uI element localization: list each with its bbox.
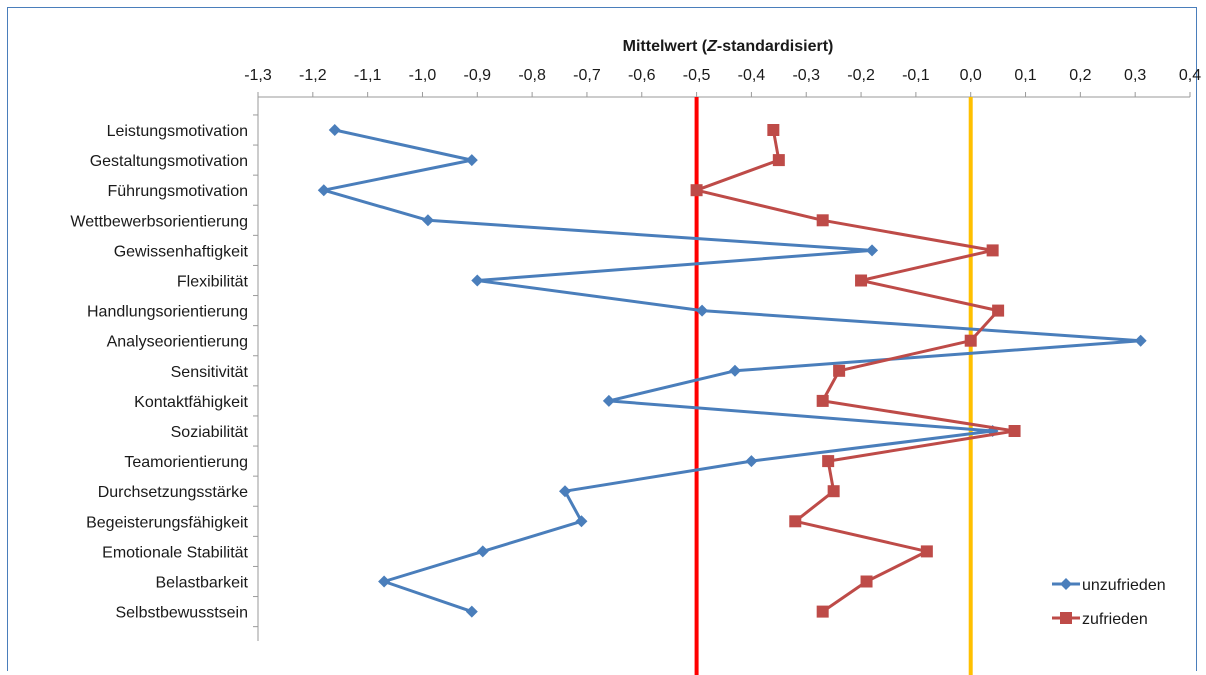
- data-point: [986, 244, 999, 257]
- data-point: [421, 214, 434, 227]
- x-axis-title-part: -standardisiert): [717, 38, 833, 55]
- x-axis-title: Mittelwert (Z-standardisiert): [623, 38, 834, 55]
- x-tick-label: -0,8: [518, 67, 546, 84]
- data-point: [920, 545, 933, 558]
- x-tick-label: 0,1: [1014, 67, 1036, 84]
- x-tick-label: 0,2: [1069, 67, 1091, 84]
- axis-layer: Mittelwert (Z-standardisiert) -1,3 -1,2 -1,…: [70, 38, 1201, 641]
- y-category-label: Führungsmotivation: [107, 183, 248, 200]
- data-point: [816, 605, 829, 618]
- data-point: [816, 214, 829, 227]
- x-tick-label: -0,1: [902, 67, 930, 84]
- y-category-label: Sensitivität: [171, 364, 249, 381]
- y-category-label: Soziabilität: [171, 424, 249, 441]
- series-zufrieden: [690, 124, 1021, 618]
- legend-label-unzufrieden: unzufrieden: [1082, 577, 1166, 594]
- x-tick-label: 0,4: [1179, 67, 1201, 84]
- data-point: [471, 274, 484, 287]
- legend-marker-zufrieden: [1060, 612, 1072, 624]
- data-point: [1008, 425, 1021, 437]
- y-category-label: Selbstbewusstsein: [115, 605, 248, 622]
- y-category-label: Handlungsorientierung: [87, 304, 248, 321]
- data-point: [378, 575, 391, 588]
- series-unzufrieden: [317, 124, 1147, 618]
- x-tick-label: -1,1: [354, 67, 382, 84]
- y-category-label: Gewissenhaftigkeit: [114, 243, 249, 260]
- legend: unzufrieden zufrieden: [1052, 577, 1166, 628]
- data-point: [860, 575, 873, 588]
- data-point: [992, 304, 1005, 317]
- y-category-label: Kontaktfähigkeit: [134, 394, 248, 411]
- series-layer: [317, 124, 1147, 618]
- data-point: [745, 455, 758, 468]
- data-point: [328, 124, 341, 136]
- data-point: [690, 184, 703, 197]
- legend-label-zufrieden: zufrieden: [1082, 611, 1148, 628]
- data-point: [728, 364, 741, 377]
- data-point: [1134, 334, 1147, 347]
- data-point: [822, 455, 835, 468]
- x-tick-label: -0,3: [792, 67, 820, 84]
- y-category-label: Gestaltungsmotivation: [90, 153, 248, 170]
- x-axis-title-part: Z: [706, 38, 718, 55]
- x-tick-label: 0,0: [960, 67, 982, 84]
- reference-lines: [694, 97, 973, 675]
- data-point: [602, 394, 615, 407]
- x-tick-label: -1,3: [244, 67, 272, 84]
- y-category-label: Leistungsmotivation: [107, 123, 248, 140]
- y-category-label: Durchsetzungsstärke: [98, 484, 248, 501]
- data-point: [772, 154, 785, 167]
- y-category-label: Belastbarkeit: [156, 575, 249, 592]
- data-point: [317, 184, 330, 197]
- y-category-label: Begeisterungsfähigkeit: [86, 514, 248, 531]
- x-axis-title-part: Mittelwert (: [623, 38, 708, 55]
- legend-marker-unzufrieden: [1060, 578, 1072, 590]
- data-point: [855, 274, 868, 287]
- data-point: [575, 515, 588, 528]
- data-point: [833, 364, 846, 377]
- data-point: [696, 304, 709, 317]
- data-point: [465, 605, 478, 618]
- data-point: [767, 124, 780, 136]
- y-category-label: Teamorientierung: [124, 454, 248, 471]
- data-point: [465, 154, 478, 167]
- x-tick-label: -1,2: [299, 67, 327, 84]
- x-tick-label: 0,3: [1124, 67, 1146, 84]
- y-category-label: Analyseorientierung: [107, 334, 248, 351]
- y-category-label: Emotionale Stabilität: [102, 544, 248, 561]
- x-tick-label: -0,7: [573, 67, 601, 84]
- data-point: [476, 545, 489, 558]
- data-point: [789, 515, 802, 528]
- data-point: [816, 394, 829, 407]
- data-point: [827, 485, 840, 498]
- chart-frame: [7, 7, 1197, 671]
- x-tick-label: -0,9: [464, 67, 492, 84]
- x-tick-label: -1,0: [409, 67, 437, 84]
- y-category-label: Flexibilität: [177, 274, 249, 291]
- x-tick-label: -0,2: [847, 67, 875, 84]
- x-tick-label: -0,6: [628, 67, 656, 84]
- x-tick-label: -0,4: [738, 67, 766, 84]
- x-tick-label: -0,5: [683, 67, 711, 84]
- y-category-label: Wettbewerbsorientierung: [70, 213, 248, 230]
- data-point: [559, 485, 572, 498]
- data-point: [964, 334, 977, 347]
- data-point: [866, 244, 879, 257]
